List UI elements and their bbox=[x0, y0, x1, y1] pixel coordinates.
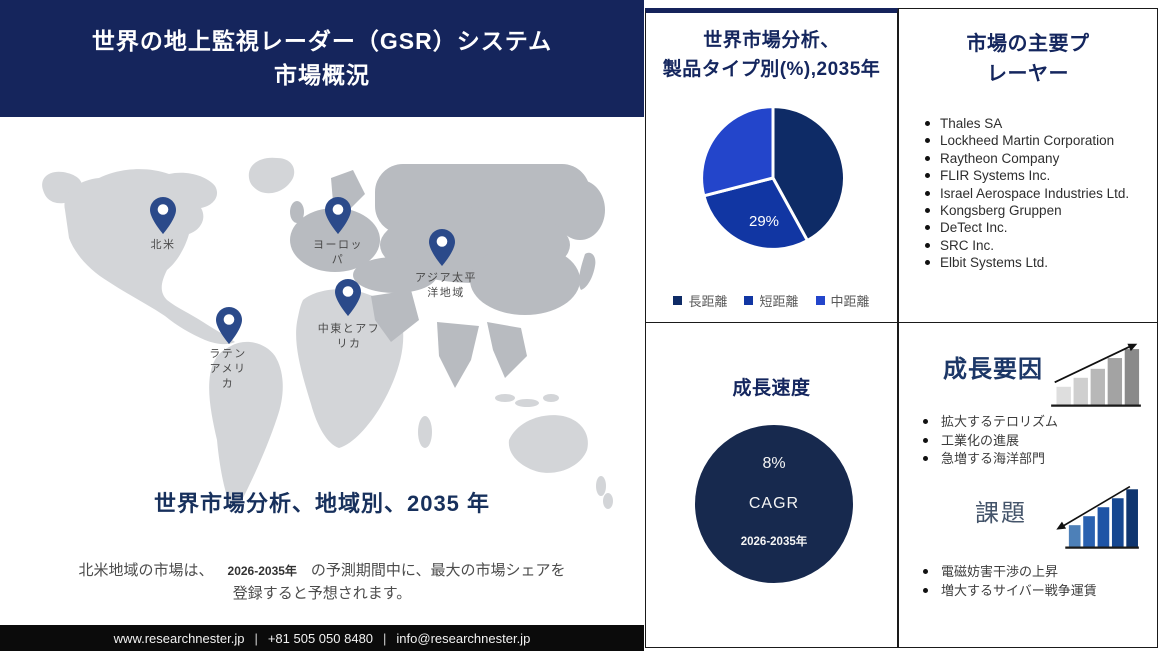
cagr-metric: CAGR bbox=[748, 495, 800, 512]
challenges-bars-icon bbox=[1056, 485, 1139, 549]
player-item: Lockheed Martin Corporation bbox=[925, 132, 1157, 149]
legend-swatch-short-range bbox=[744, 296, 754, 305]
footer-email: info@researchnester.jp bbox=[396, 630, 531, 646]
note-prefix: 北米地域の市場は、 bbox=[78, 562, 214, 579]
growth-bars-icon bbox=[1051, 343, 1141, 407]
footer-website: www.researchnester.jp bbox=[113, 630, 245, 646]
map-label-latin-america: ラテン アメリカ bbox=[209, 348, 247, 390]
players-panel-title: 市場の主要プ レーヤー bbox=[966, 33, 1090, 85]
legend-item-medium-range: 中距離 bbox=[815, 291, 870, 310]
challenge-item: 電磁妨害干渉の上昇 bbox=[921, 563, 1097, 582]
legend-item-long-range: 長距離 bbox=[673, 291, 727, 310]
pie-slice-2 bbox=[700, 105, 775, 198]
main-title-line2: 市場概況 bbox=[274, 61, 370, 88]
pie-slice-value-label: 29% bbox=[748, 213, 780, 230]
map-pin-middle-east-africa-icon bbox=[335, 279, 361, 316]
challenges-list: 電磁妨害干渉の上昇 増大するサイバー戦争運賃 bbox=[921, 563, 1097, 600]
cagr-panel-title: 成長速度 bbox=[732, 378, 811, 399]
growth-factors-title: 成長要因 bbox=[943, 356, 1043, 383]
player-item: SRC Inc. bbox=[925, 237, 1157, 254]
pie-panel-title: 世界市場分析、 製品タイプ別(%),2035年 bbox=[662, 30, 881, 80]
continents-light bbox=[42, 157, 613, 509]
map-pin-europe-icon bbox=[325, 197, 351, 234]
cagr-circle: 8% CAGR 2026-2035年 bbox=[695, 425, 853, 583]
note-period: 2026-2035年 bbox=[227, 564, 297, 578]
pie-slice-1 bbox=[702, 176, 809, 251]
growth-factor-item: 工業化の進展 bbox=[921, 432, 1058, 451]
pie-panel: 世界市場分析、 製品タイプ別(%),2035年 29% 長距離 短距離 中距離 bbox=[645, 8, 898, 323]
map-pin-asia-pacific-icon bbox=[429, 229, 455, 266]
map-label-asia-pacific: アジア太平 洋地域 bbox=[414, 272, 478, 299]
players-panel: 市場の主要プ レーヤー Thales SA Lockheed Martin Co… bbox=[898, 8, 1158, 323]
growth-factor-item: 急増する海洋部門 bbox=[921, 450, 1058, 469]
footer-separator-1: | bbox=[254, 630, 258, 646]
cagr-value: 8% bbox=[762, 455, 786, 472]
challenge-item: 増大するサイバー戦争運賃 bbox=[921, 582, 1097, 601]
regional-analysis-note: 北米地域の市場は、 2026-2035年 の予測期間中に、最大の市場シェアを登録する… bbox=[72, 559, 572, 606]
legend-swatch-medium-range bbox=[815, 296, 825, 305]
map-label-europe: ヨーロッパ bbox=[313, 239, 363, 266]
continents-dark bbox=[290, 164, 605, 388]
main-title-line1: 世界の地上監視レーダー（GSR）システム bbox=[91, 28, 553, 55]
map-pin-north-america-icon bbox=[150, 197, 176, 234]
map-label-north-america: 北米 bbox=[150, 239, 176, 251]
legend-swatch-long-range bbox=[673, 296, 683, 305]
growth-factors-list: 拡大するテロリズム 工業化の進展 急増する海洋部門 bbox=[921, 413, 1058, 469]
map-pin-latin-america-icon bbox=[216, 307, 242, 344]
player-item: Kongsberg Gruppen bbox=[925, 202, 1157, 219]
cagr-period: 2026-2035年 bbox=[740, 536, 808, 548]
player-item: Elbit Systems Ltd. bbox=[925, 254, 1157, 271]
world-map bbox=[42, 157, 613, 509]
note-suffix: の予測期間中に、最大の市場シェアを登録すると予想されます。 bbox=[232, 562, 566, 603]
legend-item-short-range: 短距離 bbox=[744, 291, 799, 310]
players-list: Thales SA Lockheed Martin Corporation Ra… bbox=[899, 115, 1157, 272]
player-item: DeTect Inc. bbox=[925, 219, 1157, 236]
player-item: Israel Aerospace Industries Ltd. bbox=[925, 185, 1157, 202]
main-header: 世界の地上監視レーダー（GSR）システム 市場概況 bbox=[0, 0, 644, 117]
pie-chart bbox=[700, 105, 846, 251]
footer-bar: www.researchnester.jp | +81 505 050 8480… bbox=[0, 625, 644, 651]
cagr-panel: 成長速度 8% CAGR 2026-2035年 bbox=[645, 322, 898, 648]
pie-slice-0 bbox=[771, 105, 846, 243]
footer-separator-2: | bbox=[383, 630, 387, 646]
challenges-title: 課題 bbox=[975, 500, 1027, 527]
map-label-middle-east-africa: 中東とアフ リカ bbox=[317, 323, 381, 350]
player-item: Raytheon Company bbox=[925, 150, 1157, 167]
player-item: Thales SA bbox=[925, 115, 1157, 132]
regional-analysis-heading: 世界市場分析、地域別、2035 年 bbox=[153, 491, 491, 516]
pie-legend: 長距離 短距離 中距離 bbox=[646, 291, 897, 310]
growth-challenges-panel: 成長要因 拡大するテロリズム 工業化の進展 急増する海洋部門 課題 bbox=[898, 322, 1158, 648]
player-item: FLIR Systems Inc. bbox=[925, 167, 1157, 184]
growth-factor-item: 拡大するテロリズム bbox=[921, 413, 1058, 432]
footer-phone: +81 505 050 8480 bbox=[267, 630, 374, 646]
